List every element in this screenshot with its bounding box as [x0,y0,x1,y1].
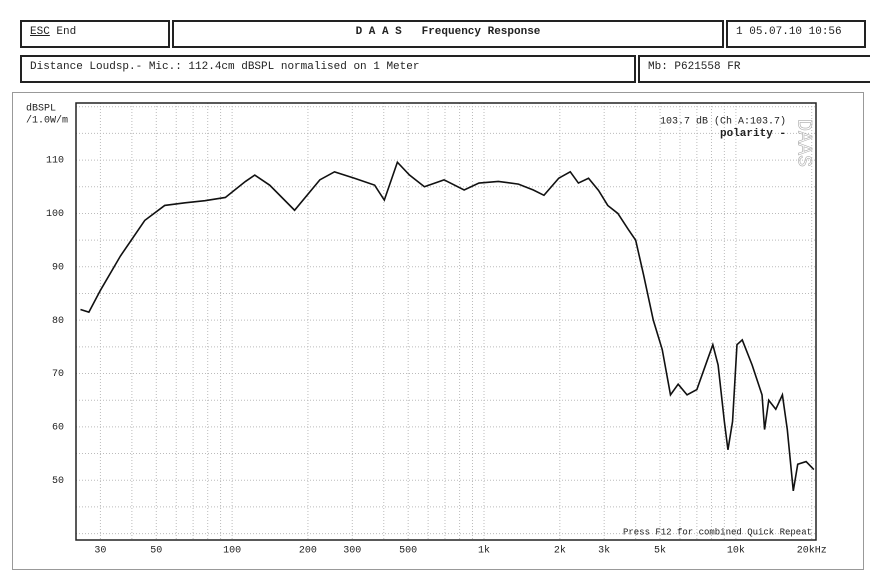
x-tick-label: 200 [299,546,317,557]
x-tick-label: 10k [727,545,745,557]
annotation: polarity - [720,128,786,140]
title: D A A S Frequency Response [172,20,724,48]
x-tick-label: 20kHz [797,545,827,557]
x-tick-label: 1k [478,545,490,557]
info: Distance Loudsp.- Mic.: 112.4cm dBSPL no… [20,55,636,83]
y-tick-label: 50 [52,476,64,487]
y-tick-label: 80 [52,316,64,327]
x-tick-label: 300 [343,546,361,557]
y-axis-label: /1.0W/m [26,115,68,127]
y-tick-label: 110 [46,156,64,167]
time-box: 1 05.07.10 10:56 [726,20,866,48]
escape-box[interactable]: ESC End [20,20,170,48]
timestamp: 05.07.10 10:56 [749,26,842,38]
x-tick-label: 2k [554,545,566,557]
chart-frame [12,92,864,570]
response-curve [80,160,815,492]
x-tick-label: 3k [598,545,610,557]
y-tick-label: 60 [52,423,64,434]
x-tick-label: 30 [94,546,106,557]
plot-frame [75,102,817,541]
slot: 1 [736,26,743,38]
escape-action: End [56,26,77,38]
y-axis-label: dBSPL [26,103,56,115]
y-tick-label: 100 [46,209,64,220]
measurement: Mb: P621558 FR [638,55,870,83]
x-tick-label: 100 [223,546,241,557]
y-tick-label: 70 [52,369,64,380]
x-tick-label: 500 [399,546,417,557]
annotation: 103.7 dB (Ch A:103.7) [660,116,786,128]
escape-key: ESC [30,26,50,38]
y-tick-label: 90 [52,262,64,273]
x-tick-label: 50 [150,546,162,557]
annotation: Press F12 for combined Quick Repeat [623,527,812,537]
watermark: DAAS [792,119,815,167]
x-tick-label: 5k [654,545,666,557]
